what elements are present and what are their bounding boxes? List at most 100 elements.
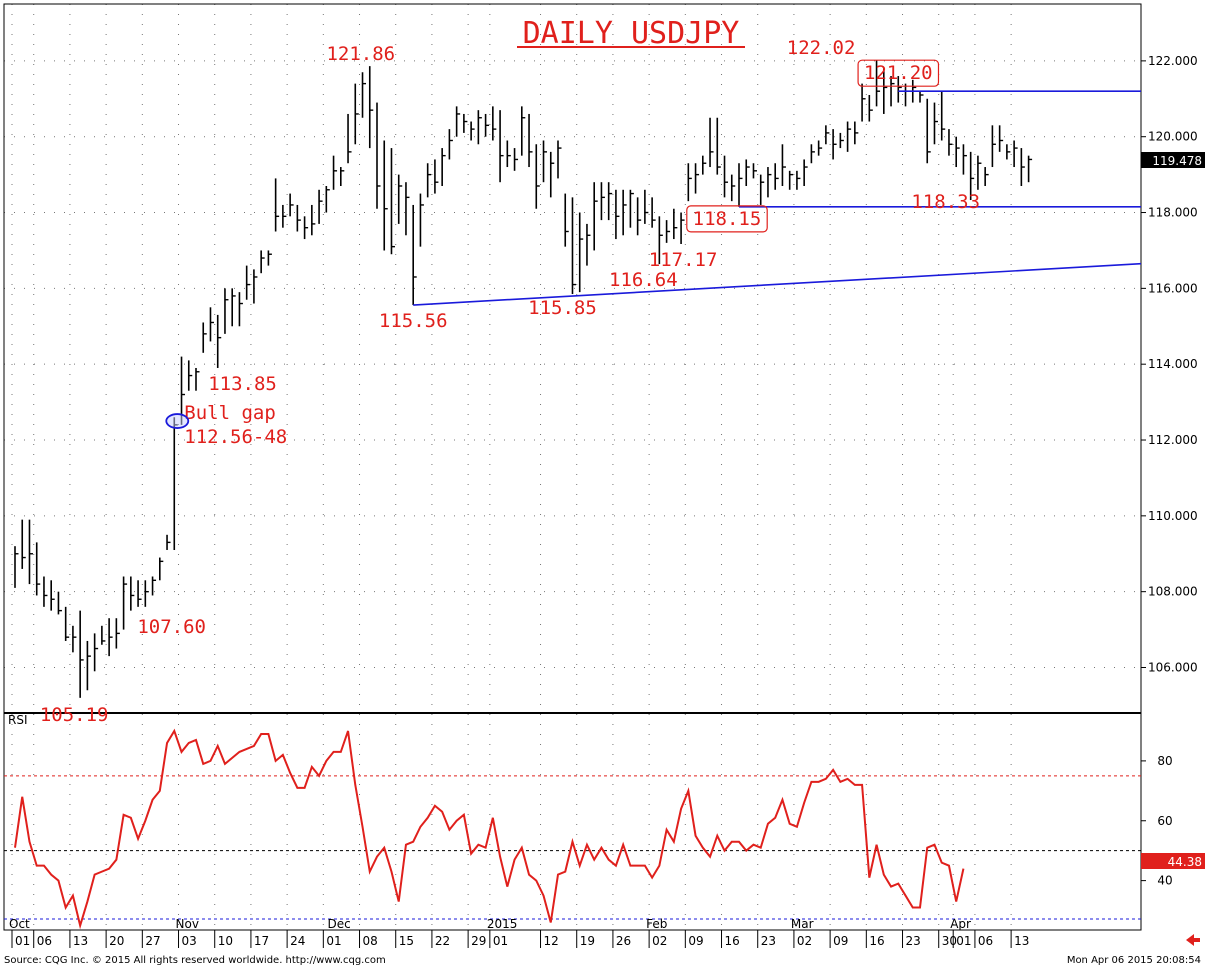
month-label: Nov — [176, 917, 199, 931]
ohlc-bar — [593, 182, 598, 251]
day-label: 01 — [493, 934, 508, 948]
ohlc-bar — [767, 167, 772, 198]
ohlc-bar — [180, 356, 186, 425]
annotation-107-60: 107.60 — [137, 616, 206, 638]
day-label: 26 — [616, 934, 631, 948]
ohlc-bar — [122, 576, 128, 630]
price-tick-label: 118.000 — [1148, 206, 1198, 220]
ohlc-bars — [14, 60, 1033, 698]
ohlc-bar — [1006, 144, 1011, 160]
annotation-117-17: 117.17 — [649, 249, 718, 271]
ohlc-bar — [723, 155, 729, 198]
ohlc-bar — [868, 94, 873, 122]
ohlc-bar — [998, 125, 1004, 152]
price-panel-frame — [3, 3, 1142, 714]
ohlc-bar — [448, 129, 453, 160]
ohlc-bar — [796, 170, 801, 190]
day-label: 01 — [956, 934, 971, 948]
ohlc-bar — [673, 208, 678, 240]
ohlc-bar — [578, 212, 584, 293]
annotation-121-86: 121.86 — [326, 43, 395, 65]
timestamp-footer: Mon Apr 06 2015 20:08:54 — [1067, 955, 1201, 966]
ohlc-bar — [108, 618, 113, 657]
ohlc-bar — [969, 151, 975, 201]
rsi-tick-label: 40 — [1157, 874, 1172, 888]
day-label: 30 — [942, 934, 957, 948]
ohlc-bar — [564, 193, 569, 247]
ohlc-bar — [600, 182, 605, 221]
support-trendline — [413, 262, 1142, 306]
day-label: 02 — [797, 934, 812, 948]
ohlc-bar — [991, 125, 996, 168]
chart-title: DAILY USDJPY — [523, 16, 740, 51]
annotation-113-85: 113.85 — [208, 373, 277, 395]
ohlc-bar — [441, 148, 446, 186]
ohlc-bar — [680, 212, 685, 244]
ohlc-bar — [897, 76, 902, 103]
ohlc-bar — [940, 91, 946, 141]
day-label: 01 — [15, 934, 30, 948]
ohlc-bar — [238, 292, 243, 327]
ohlc-bar — [513, 148, 519, 171]
ohlc-bar — [709, 117, 714, 168]
ohlc-bar — [274, 178, 280, 232]
ohlc-bar — [904, 83, 910, 107]
day-label: 23 — [761, 934, 776, 948]
month-label: 2015 — [487, 917, 518, 931]
day-label: 09 — [833, 934, 848, 948]
ohlc-bar — [14, 546, 19, 588]
ohlc-bar — [586, 223, 591, 266]
day-label: 09 — [688, 934, 703, 948]
ohlc-bar — [151, 576, 157, 596]
ohlc-bar — [499, 110, 504, 183]
ohlc-bar — [303, 216, 309, 240]
ohlc-bar — [253, 269, 258, 304]
ohlc-bar — [730, 174, 736, 202]
ohlc-bar — [245, 265, 251, 300]
ohlc-bar — [716, 117, 721, 175]
rsi-axis: 80 60 40 — [1141, 754, 1173, 888]
ohlc-bar — [861, 83, 866, 122]
date-axis: Oct Nov Dec 2015 Feb Mar Apr 01 06 13 20 27 03 10 17 24… — [4, 917, 1141, 948]
last-price-badge: 119.478 — [1141, 152, 1205, 168]
ohlc-bar — [644, 189, 649, 224]
price-tick-label: 110.000 — [1148, 509, 1198, 523]
ohlc-bar — [130, 576, 135, 611]
ohlc-bar — [839, 132, 844, 149]
ohlc-bar — [759, 174, 765, 205]
month-label: Dec — [328, 917, 351, 931]
month-label: Oct — [9, 917, 30, 931]
ohlc-bar — [260, 250, 265, 274]
annotation-box — [857, 59, 940, 87]
last-price-value: 119.478 — [1152, 154, 1202, 168]
ohlc-bar — [216, 314, 222, 368]
ohlc-bar — [397, 174, 403, 224]
ohlc-bar — [890, 76, 895, 107]
ohlc-bar — [933, 102, 938, 145]
ohlc-bar — [622, 189, 627, 236]
scroll-left-arrow-icon[interactable] — [1186, 934, 1200, 946]
day-label: 19 — [580, 934, 595, 948]
ohlc-bar — [694, 163, 700, 194]
ohlc-bar — [926, 98, 931, 164]
annotation-121-20: 121.20 — [864, 62, 933, 84]
ohlc-bar — [571, 197, 576, 295]
price-tick-label: 112.000 — [1148, 433, 1198, 447]
ohlc-bar — [57, 591, 62, 615]
day-label: 12 — [544, 934, 559, 948]
ohlc-bar — [79, 610, 84, 698]
annotation-112-56-48: 112.56-48 — [184, 426, 287, 448]
ohlc-bar — [137, 580, 142, 607]
ohlc-bar — [282, 204, 287, 228]
ohlc-bar — [557, 140, 562, 179]
annotation-118-15: 118.15 — [693, 208, 762, 230]
ohlc-bar — [520, 106, 526, 156]
ohlc-bar — [86, 640, 91, 691]
ohlc-bar — [1020, 148, 1025, 186]
ohlc-bar — [919, 91, 924, 103]
ohlc-bar — [701, 155, 707, 175]
month-label: Feb — [646, 917, 667, 931]
ohlc-bar — [651, 197, 656, 228]
rsi-last-value: 44.38 — [1168, 855, 1202, 869]
ohlc-bar — [50, 580, 55, 611]
